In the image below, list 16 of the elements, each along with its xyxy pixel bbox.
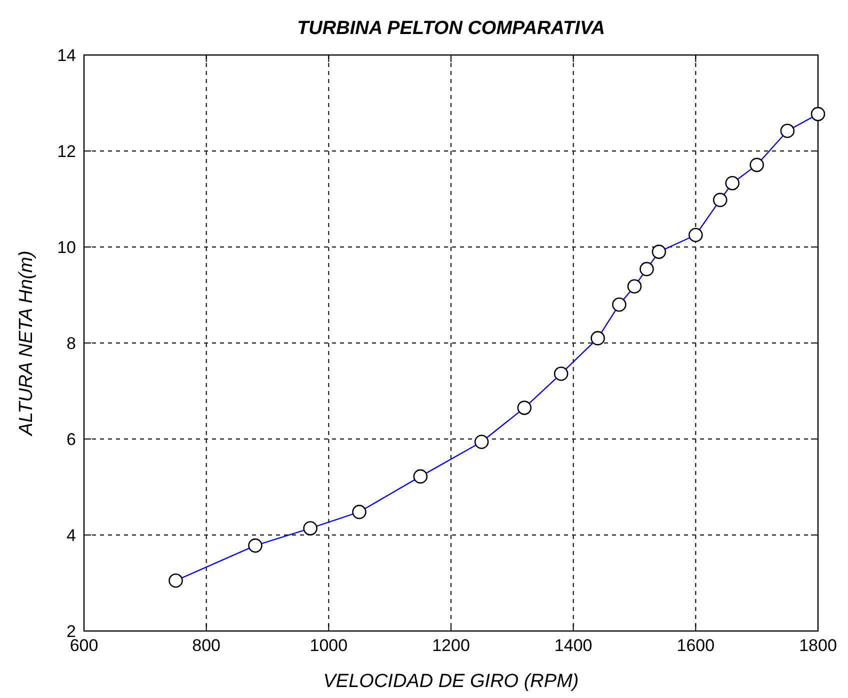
x-tick-label: 1600 xyxy=(676,636,715,655)
x-tick-label: 1400 xyxy=(554,636,592,655)
y-tick-label: 6 xyxy=(66,430,76,449)
x-tick-label: 1000 xyxy=(310,636,348,655)
y-tick-label: 4 xyxy=(66,526,76,545)
x-tick-label: 600 xyxy=(70,636,98,655)
x-tick-label: 800 xyxy=(192,636,221,655)
y-tick-label: 14 xyxy=(57,46,76,65)
x-tick-label: 1200 xyxy=(432,636,470,655)
y-tick-label: 12 xyxy=(57,142,76,161)
y-axis-title: ALTURA NETA Hn(m) xyxy=(16,250,37,436)
x-axis-title: VELOCIDAD DE GIRO (RPM) xyxy=(323,671,579,692)
y-tick-label: 10 xyxy=(57,238,76,257)
y-tick-label: 8 xyxy=(66,334,76,353)
x-tick-label: 1800 xyxy=(799,636,837,655)
chart-title: TURBINA PELTON COMPARATIVA xyxy=(297,18,605,39)
